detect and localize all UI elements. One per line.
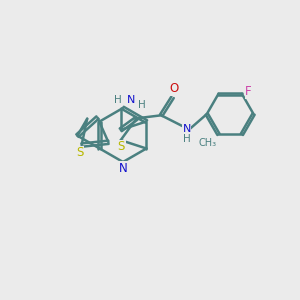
Text: O: O [169, 82, 179, 95]
Text: S: S [118, 140, 125, 153]
Text: F: F [245, 85, 252, 98]
Text: N: N [182, 124, 191, 134]
Text: N: N [118, 161, 127, 175]
Text: H: H [114, 95, 122, 105]
Text: H: H [138, 100, 146, 110]
Text: N: N [127, 95, 135, 105]
Text: H: H [183, 134, 190, 144]
Text: CH₃: CH₃ [199, 138, 217, 148]
Text: S: S [76, 146, 84, 159]
